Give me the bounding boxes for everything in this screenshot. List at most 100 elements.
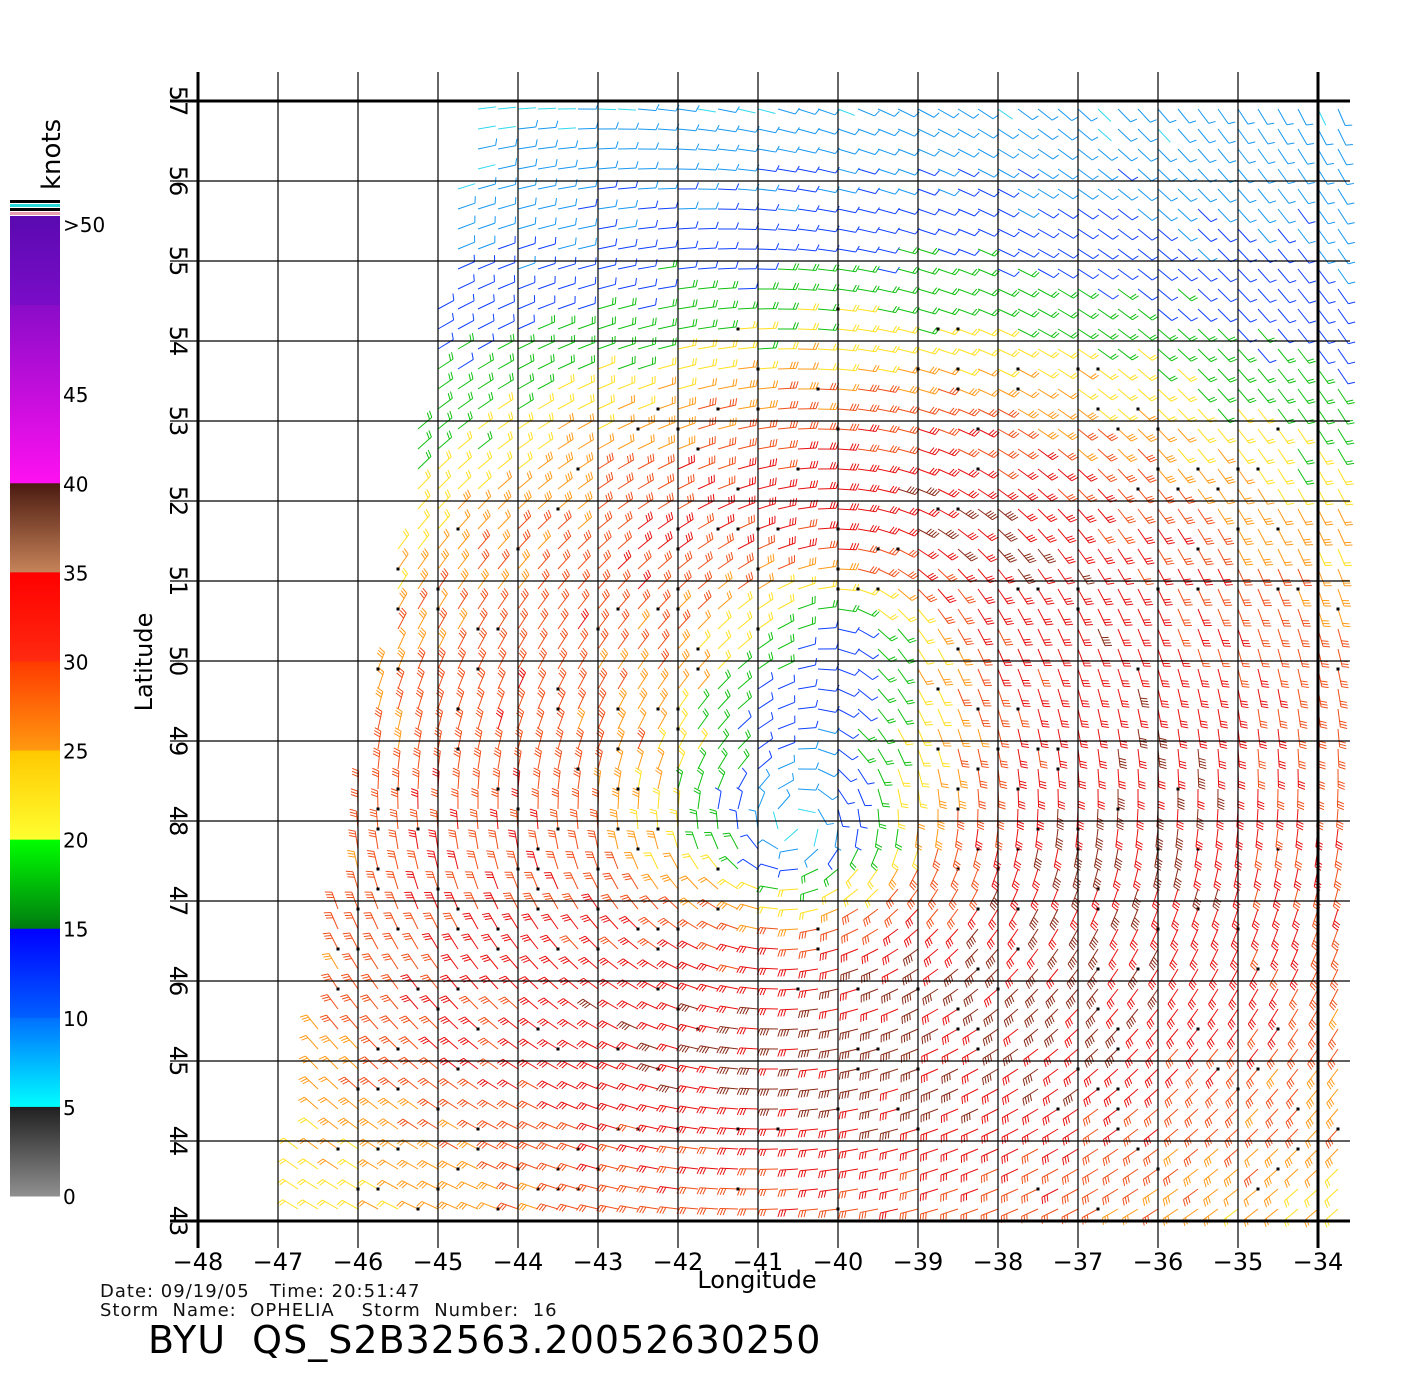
wind-barb xyxy=(618,434,634,449)
wind-barb xyxy=(758,109,775,113)
wind-barb xyxy=(758,692,773,709)
wind-barb xyxy=(898,809,905,829)
wind-barb xyxy=(717,1108,738,1115)
latitude-tick-label: 45 xyxy=(164,1046,192,1077)
wind-barb xyxy=(778,675,795,689)
wind-barb xyxy=(1286,1089,1298,1109)
wind-barb xyxy=(738,651,752,669)
wind-barb xyxy=(1258,389,1276,403)
wind-barbs-layer xyxy=(277,103,1355,1228)
wind-barb xyxy=(637,1084,658,1091)
wind-barb xyxy=(904,929,918,947)
wind-barb xyxy=(577,1164,598,1171)
wind-barb xyxy=(1043,1089,1058,1106)
wind-barb xyxy=(938,449,959,456)
wind-barb xyxy=(773,812,778,829)
wind-barb xyxy=(1138,549,1154,564)
wind-barb xyxy=(697,921,718,929)
wind-barb xyxy=(437,1161,458,1169)
wind-barb xyxy=(517,1101,538,1109)
wind-barb xyxy=(1337,809,1344,830)
wind-barb xyxy=(498,588,508,609)
wind-barb xyxy=(1198,229,1217,241)
wind-barb xyxy=(500,955,518,969)
wind-barb xyxy=(1212,909,1219,930)
wind-barb xyxy=(798,363,819,370)
wind-barb xyxy=(757,886,778,893)
wind-barb xyxy=(978,309,999,316)
wind-barb xyxy=(958,669,972,685)
wind-barb xyxy=(601,894,618,909)
wind-barb xyxy=(984,1009,998,1027)
wind-barb xyxy=(778,440,798,449)
wind-barb xyxy=(1298,669,1309,688)
wind-barb xyxy=(390,809,398,829)
wind-barb xyxy=(1038,369,1059,378)
wind-barb xyxy=(430,809,438,829)
wind-barb xyxy=(1078,509,1097,522)
wind-barb xyxy=(657,1146,678,1153)
wind-barb xyxy=(277,1179,298,1189)
wind-barb xyxy=(838,404,859,411)
wind-barb xyxy=(738,340,758,349)
wind-barb xyxy=(718,591,732,609)
wind-barb xyxy=(978,389,999,396)
wind-barb xyxy=(318,1097,338,1109)
wind-barb xyxy=(678,241,698,249)
wind-barb xyxy=(638,531,652,549)
wind-barb xyxy=(938,229,959,235)
wind-barb xyxy=(538,628,547,649)
wind-barb xyxy=(678,358,696,369)
wind-barb xyxy=(1123,1169,1138,1186)
wind-barb xyxy=(558,628,568,649)
wind-barb xyxy=(637,960,658,969)
wind-barb xyxy=(678,748,685,769)
wind-barb xyxy=(798,763,819,770)
wind-barb xyxy=(1278,489,1294,504)
wind-barb xyxy=(412,768,419,789)
wind-barb xyxy=(819,1129,838,1138)
wind-barb xyxy=(1098,529,1116,543)
wind-barb xyxy=(580,915,598,929)
wind-barb xyxy=(1318,129,1333,145)
wind-barb xyxy=(998,209,1019,217)
wind-barb xyxy=(1258,729,1267,749)
wind-barb xyxy=(965,969,978,988)
wind-barb xyxy=(1078,309,1099,319)
wind-barb xyxy=(1138,269,1158,280)
wind-barb xyxy=(1254,869,1261,890)
wind-barb xyxy=(778,949,798,957)
wind-barb xyxy=(1135,849,1142,870)
wind-barb xyxy=(438,608,447,629)
wind-barb xyxy=(1198,789,1205,810)
wind-barb xyxy=(938,649,954,665)
wind-barb xyxy=(1304,1209,1318,1227)
wind-barb xyxy=(840,989,858,1001)
wind-barb xyxy=(318,1077,338,1089)
wind-barb xyxy=(758,165,779,171)
wind-barb xyxy=(1266,1109,1278,1128)
wind-barb xyxy=(961,1149,978,1163)
wind-barb xyxy=(1017,809,1024,830)
wind-barb xyxy=(1244,1169,1258,1187)
wind-barb xyxy=(497,688,504,709)
wind-barb xyxy=(578,394,594,409)
wind-barb xyxy=(518,217,536,229)
wind-barb xyxy=(685,832,698,849)
wind-barb xyxy=(1118,129,1137,141)
wind-barb xyxy=(778,555,795,569)
wind-barb xyxy=(1278,189,1296,203)
wind-barb xyxy=(618,511,632,529)
wind-barb xyxy=(1045,1029,1058,1047)
wind-barb xyxy=(416,687,423,709)
wind-barb xyxy=(858,789,872,806)
wind-barb xyxy=(1018,229,1039,237)
rain-flag-marker xyxy=(477,628,480,631)
wind-barb xyxy=(391,789,398,809)
wind-barb xyxy=(1158,109,1176,123)
wind-barb xyxy=(1007,949,1018,969)
wind-barb xyxy=(1164,1169,1178,1186)
wind-barb xyxy=(737,788,743,809)
colorbar-band xyxy=(10,305,60,484)
colorbar-top-line xyxy=(10,212,60,215)
